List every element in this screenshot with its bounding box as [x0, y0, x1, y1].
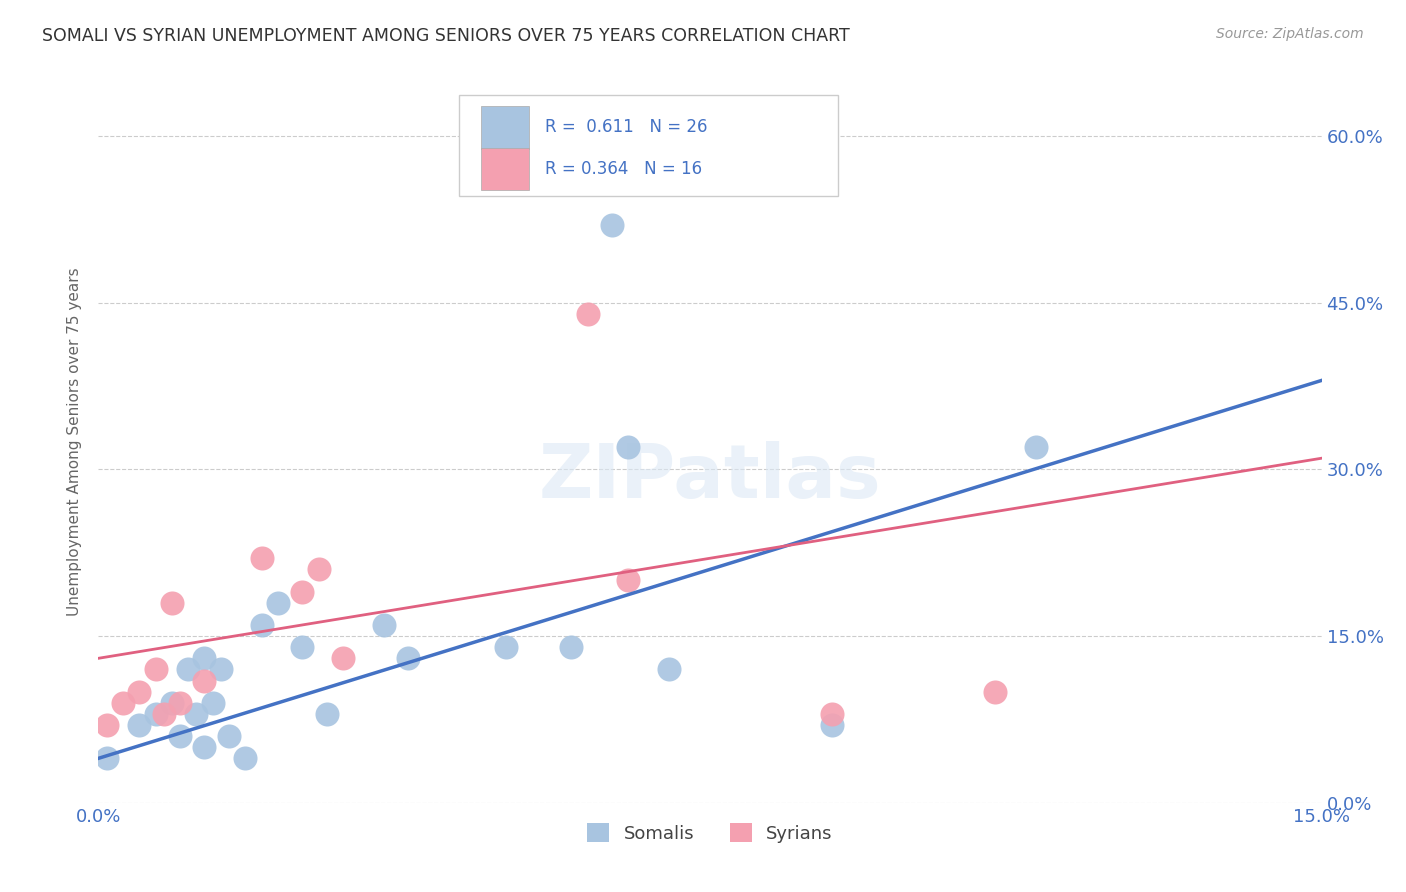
Point — [209, 662, 232, 676]
Point — [145, 706, 167, 721]
Point — [250, 551, 273, 566]
Point — [1025, 440, 1047, 454]
Text: ZIPatlas: ZIPatlas — [538, 442, 882, 514]
Point — [145, 662, 167, 676]
Point — [600, 218, 623, 232]
Point — [96, 718, 118, 732]
Point — [186, 706, 208, 721]
Point — [560, 640, 582, 655]
FancyBboxPatch shape — [481, 148, 529, 191]
Point — [193, 651, 215, 665]
Y-axis label: Unemployment Among Seniors over 75 years: Unemployment Among Seniors over 75 years — [67, 268, 83, 615]
Point — [396, 651, 419, 665]
Point — [617, 440, 640, 454]
Text: R = 0.364   N = 16: R = 0.364 N = 16 — [546, 161, 702, 178]
Point — [315, 706, 337, 721]
Point — [193, 740, 215, 755]
Point — [617, 574, 640, 588]
Point — [169, 696, 191, 710]
Point — [218, 729, 240, 743]
Point — [201, 696, 224, 710]
Point — [267, 596, 290, 610]
Point — [291, 640, 314, 655]
Point — [250, 618, 273, 632]
Point — [96, 751, 118, 765]
Point — [308, 562, 330, 576]
Point — [332, 651, 354, 665]
Point — [233, 751, 256, 765]
Point — [111, 696, 134, 710]
Point — [160, 696, 183, 710]
Point — [495, 640, 517, 655]
Point — [160, 596, 183, 610]
Point — [373, 618, 395, 632]
Point — [177, 662, 200, 676]
Point — [128, 718, 150, 732]
FancyBboxPatch shape — [481, 106, 529, 149]
Text: Source: ZipAtlas.com: Source: ZipAtlas.com — [1216, 27, 1364, 41]
Text: R =  0.611   N = 26: R = 0.611 N = 26 — [546, 119, 707, 136]
Point — [193, 673, 215, 688]
Point — [152, 706, 174, 721]
Point — [128, 684, 150, 698]
Legend: Somalis, Syrians: Somalis, Syrians — [578, 814, 842, 852]
Point — [658, 662, 681, 676]
Text: SOMALI VS SYRIAN UNEMPLOYMENT AMONG SENIORS OVER 75 YEARS CORRELATION CHART: SOMALI VS SYRIAN UNEMPLOYMENT AMONG SENI… — [42, 27, 851, 45]
Point — [576, 307, 599, 321]
Point — [984, 684, 1007, 698]
Point — [291, 584, 314, 599]
FancyBboxPatch shape — [460, 95, 838, 196]
Point — [821, 718, 844, 732]
Point — [821, 706, 844, 721]
Point — [169, 729, 191, 743]
